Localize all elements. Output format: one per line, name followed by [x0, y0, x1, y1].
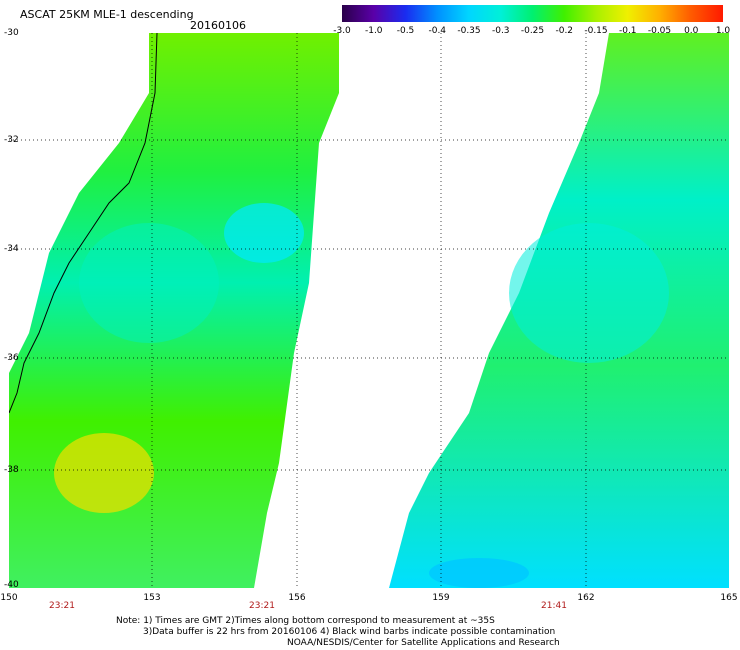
lon-label: 150	[0, 593, 18, 603]
colorbar-tick-label: 1.0	[715, 26, 731, 36]
swath-time-label: 23:21	[249, 601, 275, 611]
map-panel	[8, 32, 729, 588]
colorbar-tick-label: -3.0	[333, 26, 351, 36]
lon-label: 156	[288, 593, 306, 603]
map-date: 20160106	[190, 19, 246, 32]
swath-time-label: 23:21	[49, 601, 75, 611]
colorbar-tick-label: -0.4	[428, 26, 447, 36]
colorbar-tick-label: -0.05	[647, 26, 672, 36]
lon-label: 159	[432, 593, 450, 603]
lat-label: -30	[4, 28, 19, 38]
colorbar-tick-label: -0.5	[396, 26, 415, 36]
cyan-patch	[79, 223, 219, 343]
note-line-2: 3)Data buffer is 22 hrs from 20160106 4)…	[143, 627, 556, 637]
colorbar-tick-label: -0.25	[520, 26, 545, 36]
lat-label: -34	[4, 244, 19, 254]
lon-label: 162	[577, 593, 595, 603]
blue-patch	[429, 558, 529, 588]
colorbar-tick-label: -0.35	[457, 26, 481, 36]
yellow-patch	[54, 433, 154, 513]
colorbar	[342, 5, 723, 22]
mle-swath-map	[8, 32, 729, 588]
colorbar-tick-label: -0.2	[555, 26, 574, 36]
colorbar-tick-label: 0.0	[684, 26, 699, 36]
colorbar-tick-label: -0.15	[584, 26, 608, 36]
lat-label: -40	[4, 580, 19, 590]
lat-label: -38	[4, 465, 19, 475]
note-line-1: Note: 1) Times are GMT 2)Times along bot…	[116, 616, 495, 626]
colorbar-tick-label: -1.0	[364, 26, 383, 36]
lat-label: -36	[4, 353, 19, 363]
lon-label: 153	[143, 593, 161, 603]
lat-label: -32	[4, 135, 19, 145]
swath-time-label: 21:41	[541, 601, 567, 611]
colorbar-tick-label: -0.3	[491, 26, 510, 36]
coastline	[8, 32, 158, 414]
colorbar-tick-label: -0.1	[618, 26, 637, 36]
note-line-3: NOAA/NESDIS/Center for Satellite Applica…	[287, 638, 560, 648]
cyan-patch	[224, 203, 304, 263]
map-title: ASCAT 25KM MLE-1 descending	[20, 8, 194, 21]
cyan-patch	[509, 223, 669, 363]
lon-label: 165	[720, 593, 738, 603]
